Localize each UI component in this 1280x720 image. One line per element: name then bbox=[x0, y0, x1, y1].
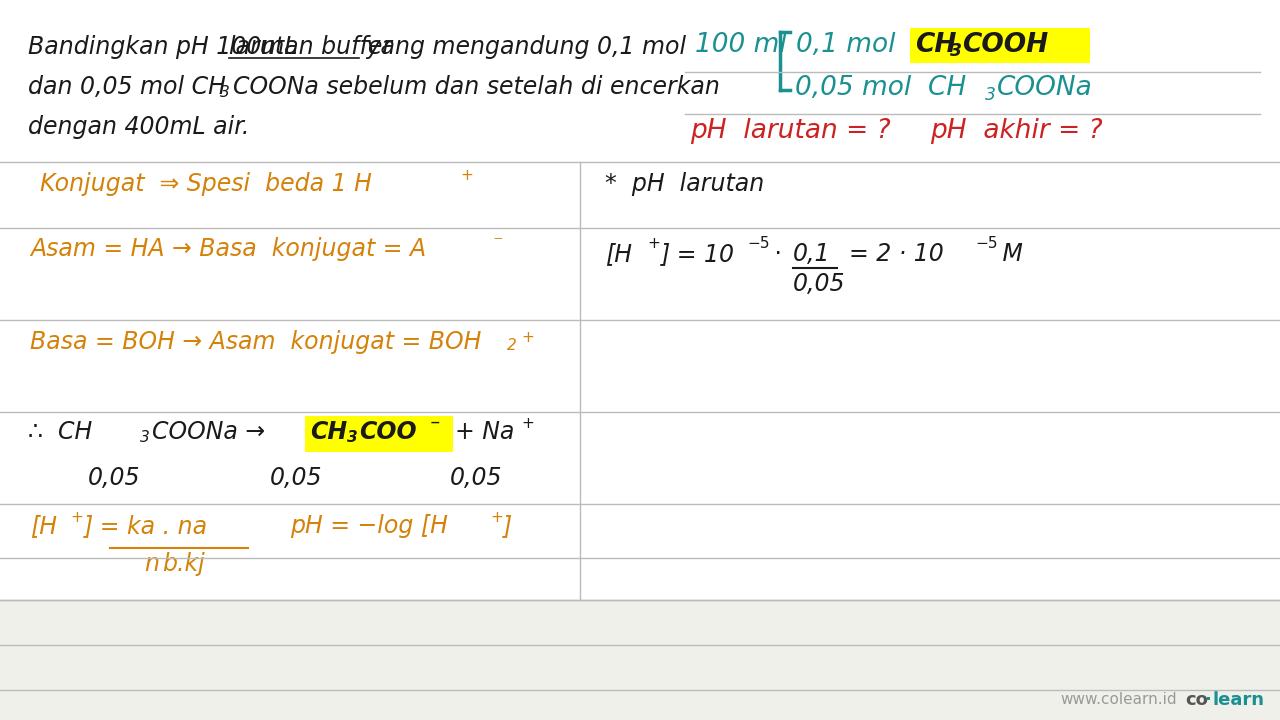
Text: ∴  CH: ∴ CH bbox=[28, 420, 92, 444]
Text: ⁻: ⁻ bbox=[493, 234, 503, 253]
Text: Bandingkan pH 100mL: Bandingkan pH 100mL bbox=[28, 35, 305, 59]
Text: −5: −5 bbox=[748, 236, 769, 251]
Text: COO: COO bbox=[358, 420, 416, 444]
Text: n: n bbox=[143, 552, 159, 576]
Text: +: + bbox=[460, 168, 472, 183]
Text: = 2 · 10: = 2 · 10 bbox=[849, 242, 943, 266]
Text: Konjugat  ⇒ Spesi  beda 1 H: Konjugat ⇒ Spesi beda 1 H bbox=[40, 172, 372, 196]
Text: www.colearn.id: www.colearn.id bbox=[1060, 693, 1176, 708]
Text: CH: CH bbox=[310, 420, 347, 444]
Text: +: + bbox=[521, 416, 534, 431]
Bar bbox=[305, 416, 453, 452]
Text: −5: −5 bbox=[975, 236, 997, 251]
Text: 0,05: 0,05 bbox=[794, 272, 846, 296]
Text: COONa: COONa bbox=[997, 75, 1093, 101]
Text: 0,05: 0,05 bbox=[88, 466, 141, 490]
Text: + Na: + Na bbox=[454, 420, 515, 444]
Text: ·: · bbox=[1204, 691, 1211, 709]
Text: 3: 3 bbox=[986, 86, 996, 104]
Text: dan 0,05 mol CH: dan 0,05 mol CH bbox=[28, 75, 225, 99]
Text: pH = −log [H: pH = −log [H bbox=[291, 514, 448, 538]
Text: COOH: COOH bbox=[963, 32, 1048, 58]
Text: +: + bbox=[646, 236, 660, 251]
Text: pH  akhir = ?: pH akhir = ? bbox=[931, 118, 1102, 144]
Text: ] = 10: ] = 10 bbox=[660, 242, 735, 266]
Text: COONa sebelum dan setelah di encerkan: COONa sebelum dan setelah di encerkan bbox=[233, 75, 719, 99]
Text: 3: 3 bbox=[347, 430, 357, 445]
Text: ⁻: ⁻ bbox=[430, 418, 440, 437]
Text: [H: [H bbox=[605, 242, 632, 266]
Text: +: + bbox=[70, 510, 83, 525]
Text: 100 ml: 100 ml bbox=[695, 32, 787, 58]
Text: larutan buffer: larutan buffer bbox=[229, 35, 392, 59]
Text: 3: 3 bbox=[140, 430, 150, 445]
Text: 3: 3 bbox=[220, 85, 229, 100]
Text: CH: CH bbox=[915, 32, 956, 58]
Bar bbox=[0, 600, 1280, 720]
Text: 0,1 mol: 0,1 mol bbox=[796, 32, 896, 58]
Text: COONa →: COONa → bbox=[152, 420, 265, 444]
Text: ]: ] bbox=[503, 514, 512, 538]
Text: Asam = HA → Basa  konjugat = A: Asam = HA → Basa konjugat = A bbox=[29, 237, 426, 261]
Text: co: co bbox=[1185, 691, 1208, 709]
Text: 0,1: 0,1 bbox=[794, 242, 831, 266]
Text: pH  larutan = ?: pH larutan = ? bbox=[690, 118, 891, 144]
Bar bbox=[910, 28, 1091, 63]
Text: b.kj: b.kj bbox=[163, 552, 205, 576]
Bar bbox=[0, 0, 1280, 600]
Text: 0,05 mol  CH: 0,05 mol CH bbox=[795, 75, 966, 101]
Text: *  pH  larutan: * pH larutan bbox=[605, 172, 764, 196]
Text: 0,05: 0,05 bbox=[270, 466, 323, 490]
Text: 2: 2 bbox=[507, 338, 517, 353]
Text: ·: · bbox=[767, 242, 790, 266]
Text: yang mengandung 0,1 mol: yang mengandung 0,1 mol bbox=[358, 35, 686, 59]
Text: +: + bbox=[490, 510, 503, 525]
Text: ] = ka . na: ] = ka . na bbox=[84, 514, 209, 538]
Text: M: M bbox=[995, 242, 1023, 266]
Text: Basa = BOH → Asam  konjugat = BOH: Basa = BOH → Asam konjugat = BOH bbox=[29, 330, 481, 354]
Text: 3: 3 bbox=[950, 42, 961, 60]
Text: 0,05: 0,05 bbox=[451, 466, 503, 490]
Text: dengan 400mL air.: dengan 400mL air. bbox=[28, 115, 250, 139]
Text: [H: [H bbox=[29, 514, 58, 538]
Text: learn: learn bbox=[1213, 691, 1265, 709]
Text: +: + bbox=[521, 330, 534, 345]
